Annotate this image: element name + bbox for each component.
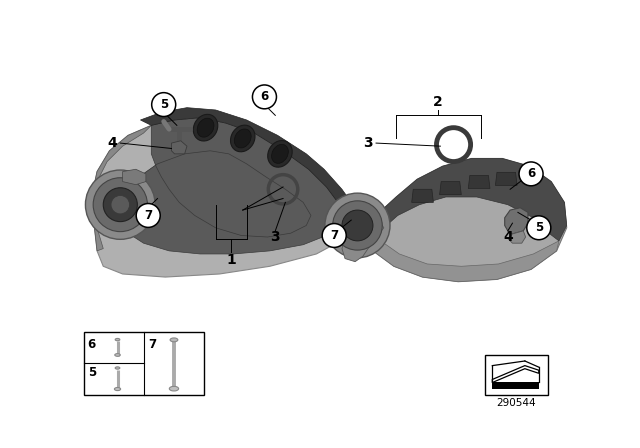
- Circle shape: [93, 178, 147, 232]
- Polygon shape: [440, 181, 461, 195]
- Text: 3: 3: [364, 136, 373, 150]
- Text: 4: 4: [108, 136, 117, 150]
- Circle shape: [333, 201, 382, 250]
- Ellipse shape: [115, 388, 120, 391]
- Text: 5: 5: [159, 98, 168, 111]
- Polygon shape: [508, 231, 525, 243]
- Text: 6: 6: [88, 338, 96, 351]
- Polygon shape: [368, 233, 559, 282]
- Ellipse shape: [234, 129, 251, 148]
- Circle shape: [519, 162, 543, 186]
- Polygon shape: [342, 215, 384, 262]
- Text: 6: 6: [527, 168, 535, 181]
- Ellipse shape: [271, 144, 289, 164]
- Text: 6: 6: [260, 90, 269, 103]
- Text: 290544: 290544: [497, 398, 536, 408]
- Polygon shape: [495, 172, 517, 185]
- Polygon shape: [120, 118, 340, 254]
- Polygon shape: [412, 189, 433, 202]
- Ellipse shape: [115, 338, 120, 341]
- Polygon shape: [123, 169, 146, 185]
- Text: 1: 1: [227, 253, 236, 267]
- Bar: [484, 355, 548, 395]
- Bar: [492, 382, 539, 389]
- Polygon shape: [468, 176, 490, 189]
- Text: 7: 7: [330, 229, 339, 242]
- Circle shape: [322, 224, 346, 247]
- Circle shape: [136, 203, 160, 228]
- Text: 7: 7: [148, 338, 156, 351]
- Text: 7: 7: [144, 209, 152, 222]
- Polygon shape: [376, 159, 566, 241]
- Polygon shape: [172, 141, 187, 154]
- Polygon shape: [360, 159, 566, 282]
- Ellipse shape: [193, 114, 218, 141]
- Circle shape: [325, 193, 390, 258]
- Ellipse shape: [268, 141, 292, 167]
- Circle shape: [111, 195, 130, 214]
- Ellipse shape: [230, 125, 255, 152]
- Circle shape: [252, 85, 276, 109]
- Polygon shape: [92, 123, 355, 277]
- Polygon shape: [123, 151, 301, 249]
- Circle shape: [342, 210, 373, 241]
- Polygon shape: [92, 125, 151, 251]
- Polygon shape: [492, 366, 539, 383]
- Text: 5: 5: [88, 366, 96, 379]
- Text: 3: 3: [271, 230, 280, 244]
- Bar: [84, 332, 204, 395]
- Circle shape: [527, 216, 551, 240]
- Ellipse shape: [115, 353, 120, 356]
- Ellipse shape: [197, 118, 214, 137]
- Circle shape: [103, 188, 138, 222]
- Text: 2: 2: [433, 95, 443, 109]
- Polygon shape: [505, 208, 528, 234]
- Circle shape: [152, 93, 176, 116]
- Ellipse shape: [170, 386, 179, 391]
- Polygon shape: [140, 108, 355, 238]
- Polygon shape: [360, 215, 384, 246]
- Ellipse shape: [170, 338, 178, 342]
- Text: 4: 4: [503, 230, 513, 244]
- Text: 5: 5: [534, 221, 543, 234]
- Ellipse shape: [115, 367, 120, 369]
- Circle shape: [85, 170, 155, 239]
